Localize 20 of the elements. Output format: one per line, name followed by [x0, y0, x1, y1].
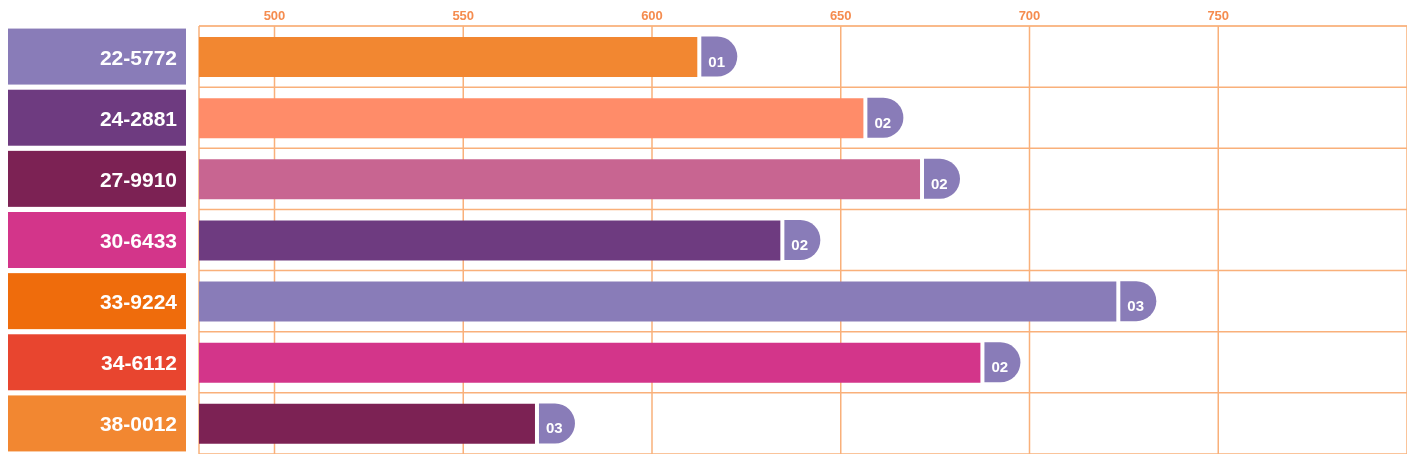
y-tick-label: 27-9910 [99, 167, 177, 191]
annotation: 03 [1127, 297, 1145, 315]
y-tick-label: 22-5772 [99, 45, 177, 69]
annotation: 02 [991, 358, 1009, 376]
x-tick-label: 550 [452, 8, 475, 23]
y-tick-label: 33-9224 [99, 290, 178, 314]
x-tick-label: 500 [263, 8, 286, 23]
y-tick-label: 38-0012 [99, 412, 177, 436]
annotation: 02 [874, 113, 892, 131]
y-tick-label: 30-6433 [99, 229, 177, 252]
annotation: 02 [931, 174, 948, 192]
x-tick-label: 650 [829, 8, 852, 23]
x-tick-label: 600 [641, 8, 663, 23]
x-tick-label: 700 [1018, 8, 1041, 23]
y-tick-label: 34-6112 [101, 351, 177, 375]
annotation: 01 [708, 52, 725, 70]
annotation: 02 [791, 236, 809, 253]
y-tick-label: 24-2881 [99, 106, 178, 130]
annotation: 03 [545, 419, 563, 437]
x-tick-label: 750 [1207, 8, 1230, 23]
